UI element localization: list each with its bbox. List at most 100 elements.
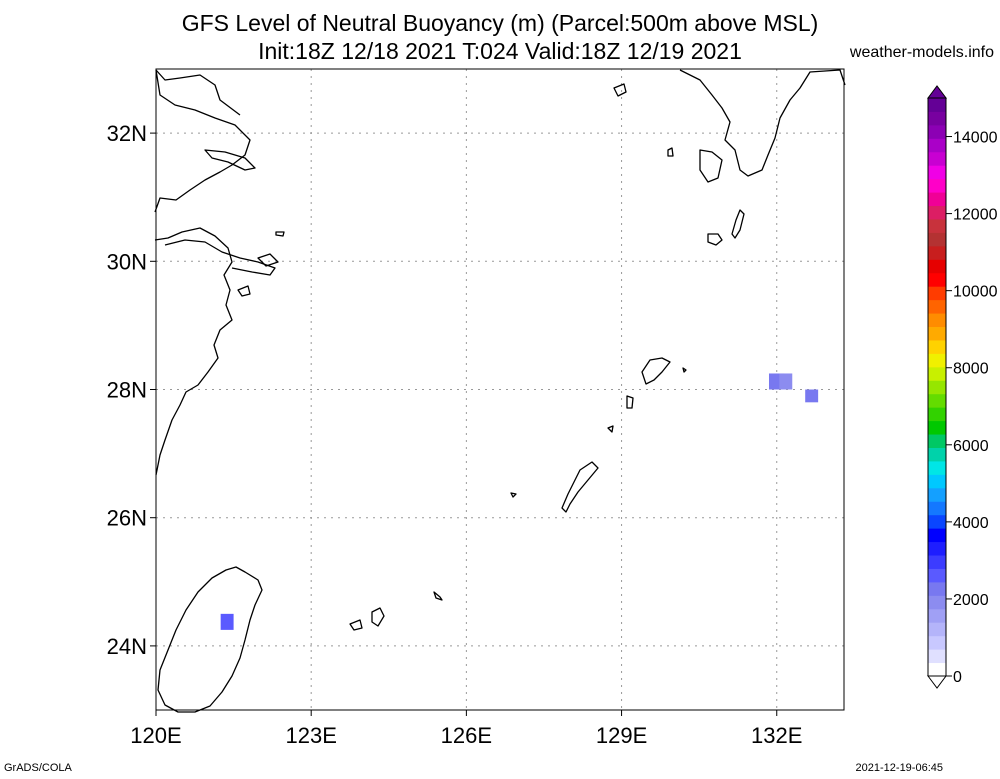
field-cell bbox=[220, 613, 234, 630]
colorbar-segment bbox=[928, 662, 946, 677]
colorbar-segment bbox=[928, 178, 946, 193]
lon-tick-label: 129E bbox=[596, 723, 647, 748]
colorbar-segment bbox=[928, 380, 946, 395]
footer-software: GrADS/COLA bbox=[4, 762, 72, 774]
yangtze-estuary bbox=[204, 149, 256, 171]
colorbar-segment bbox=[928, 272, 946, 287]
coastline-taiwan bbox=[157, 566, 263, 713]
island-china-coast2 bbox=[275, 231, 285, 237]
island-kumejima bbox=[510, 492, 517, 498]
lat-tick-labels: 24N 26N 28N 30N 32N bbox=[107, 121, 156, 659]
colorbar-segment bbox=[928, 299, 946, 314]
satsuma bbox=[699, 149, 723, 183]
island-goto bbox=[613, 83, 627, 97]
colorbar-label: 6000 bbox=[953, 438, 989, 455]
lon-tick-label: 126E bbox=[441, 723, 492, 748]
colorbar-segment bbox=[928, 151, 946, 166]
lat-tick-label: 28N bbox=[107, 378, 147, 403]
colorbar-segment bbox=[928, 447, 946, 462]
colorbar-segment bbox=[928, 568, 946, 583]
colorbar-segment bbox=[928, 165, 946, 180]
colorbar-segment bbox=[928, 434, 946, 448]
colorbar-segment bbox=[928, 595, 946, 610]
colorbar-segment bbox=[928, 366, 946, 381]
colorbar-label: 14000 bbox=[953, 130, 998, 147]
chart-title-line1: GFS Level of Neutral Buoyancy (m) (Parce… bbox=[181, 10, 819, 36]
colorbar-label: 0 bbox=[953, 669, 962, 686]
colorbar-label: 4000 bbox=[953, 515, 989, 532]
coastline-china bbox=[154, 69, 251, 476]
coastline-china-north bbox=[155, 69, 241, 116]
site-credit: weather-models.info bbox=[849, 44, 994, 61]
colorbar-segment bbox=[928, 608, 946, 623]
colorbar-segment bbox=[928, 528, 946, 543]
island-ishigaki bbox=[371, 607, 385, 627]
colorbar-segment bbox=[928, 339, 946, 354]
field-cell bbox=[805, 389, 819, 403]
island-okinawa bbox=[561, 461, 599, 513]
lat-tick-label: 24N bbox=[107, 634, 147, 659]
gridlines bbox=[155, 69, 844, 710]
island-yakushima bbox=[707, 233, 723, 246]
colorbar-max-arrow bbox=[927, 85, 947, 99]
colorbar-segment bbox=[928, 353, 946, 368]
lon-tick-label: 132E bbox=[751, 723, 802, 748]
colorbar-segment bbox=[928, 313, 946, 328]
colorbar-segment bbox=[928, 635, 946, 650]
lon-tick-labels: 120E 123E 126E 129E 132E bbox=[130, 710, 802, 748]
colorbar-segment bbox=[928, 514, 946, 529]
colorbar-segment bbox=[928, 286, 946, 301]
colorbar-segment bbox=[928, 393, 946, 408]
colorbar-segment bbox=[928, 555, 946, 569]
field-cell bbox=[779, 373, 793, 390]
colorbar-label: 8000 bbox=[953, 361, 989, 378]
buoyancy-field bbox=[220, 373, 819, 630]
colorbar-segment bbox=[928, 407, 946, 422]
colorbar-segment bbox=[928, 111, 946, 126]
island-china-coast bbox=[257, 253, 279, 267]
colorbar-segment bbox=[928, 460, 946, 475]
colorbar-segment bbox=[928, 124, 946, 139]
colorbar-segment bbox=[928, 192, 946, 207]
coastline-kyushu bbox=[679, 69, 846, 177]
chart-title-line2: Init:18Z 12/18 2021 T:024 Valid:18Z 12/1… bbox=[258, 38, 742, 64]
colorbar-segment bbox=[928, 649, 946, 664]
island-amami bbox=[641, 357, 671, 385]
colorbar-segment bbox=[928, 218, 946, 233]
footer-timestamp: 2021-12-19-06:45 bbox=[855, 762, 943, 774]
island-koshiki bbox=[667, 147, 674, 157]
lon-tick-label: 120E bbox=[130, 723, 181, 748]
colorbar-segment bbox=[928, 581, 946, 596]
coastlines bbox=[154, 69, 846, 713]
colorbar-label: 10000 bbox=[953, 284, 998, 301]
lon-tick-label: 123E bbox=[285, 723, 336, 748]
island-tanegashima bbox=[731, 209, 745, 239]
colorbar-outline bbox=[927, 97, 947, 677]
hangzhou-bay bbox=[164, 239, 276, 276]
colorbar-segment bbox=[928, 138, 946, 153]
island-zhoushan bbox=[237, 285, 251, 297]
colorbar-label: 12000 bbox=[953, 207, 998, 224]
colorbar-segment bbox=[928, 259, 946, 274]
colorbar-min-arrow bbox=[927, 675, 947, 689]
island-iriomote bbox=[349, 619, 363, 631]
lat-tick-label: 26N bbox=[107, 506, 147, 531]
colorbar-segment bbox=[928, 205, 946, 220]
island-tokunoshima bbox=[626, 395, 634, 409]
island-okinawa-small bbox=[607, 425, 614, 433]
colorbar-segment bbox=[928, 245, 946, 260]
colorbar-segment bbox=[928, 487, 946, 502]
colorbar-segment bbox=[928, 541, 946, 556]
colorbar-label: 2000 bbox=[953, 592, 989, 609]
island-small-east bbox=[682, 367, 687, 373]
colorbar-segment bbox=[928, 98, 946, 112]
lat-tick-label: 30N bbox=[107, 249, 147, 274]
colorbar-segment bbox=[928, 474, 946, 489]
colorbar-segment bbox=[928, 420, 946, 435]
colorbar-segment bbox=[928, 501, 946, 516]
lat-tick-label: 32N bbox=[107, 121, 147, 146]
colorbar: 0 2000 4000 6000 8000 10000 12000 14000 bbox=[927, 85, 998, 689]
colorbar-segment bbox=[928, 232, 946, 247]
island-miyako bbox=[433, 591, 443, 601]
colorbar-segment bbox=[928, 326, 946, 341]
